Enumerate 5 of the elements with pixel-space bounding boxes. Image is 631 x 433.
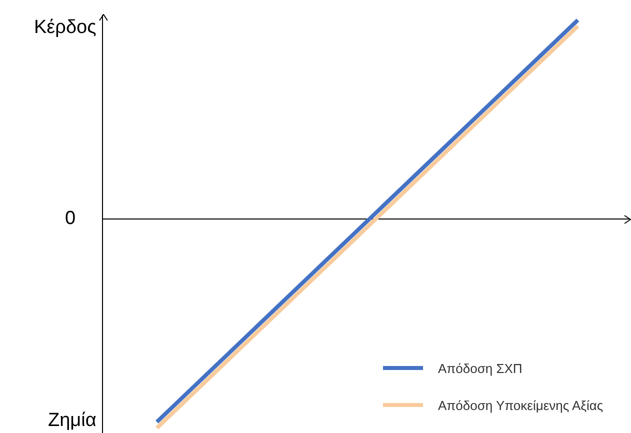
- legend-label: Απόδοση Υποκείμενης Αξίας: [438, 398, 604, 412]
- text: 0: [65, 208, 76, 229]
- legend-label: Απόδοση ΣΧΠ: [438, 360, 522, 376]
- text: Κέρδος: [34, 17, 96, 38]
- text: Ζημία: [48, 410, 96, 431]
